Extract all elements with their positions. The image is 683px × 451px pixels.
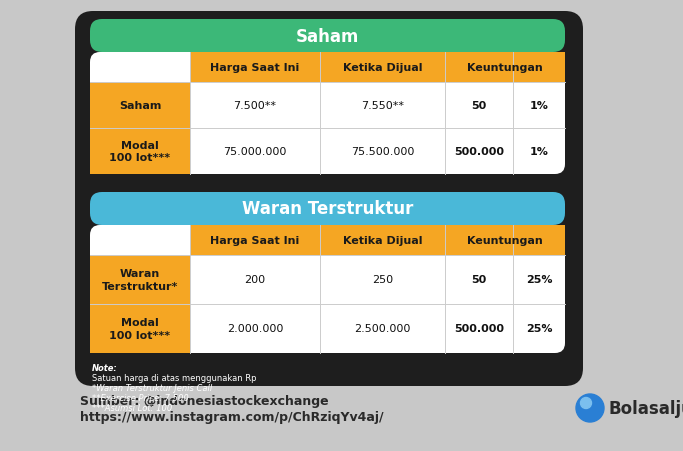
Text: 250: 250	[372, 275, 393, 285]
Text: Ketika Dijual: Ketika Dijual	[343, 235, 422, 245]
FancyBboxPatch shape	[90, 53, 565, 175]
Text: Modal
100 lot***: Modal 100 lot***	[109, 141, 171, 163]
Text: 75.500.000: 75.500.000	[351, 147, 414, 156]
Text: 7.500**: 7.500**	[234, 101, 277, 111]
Text: Saham: Saham	[119, 101, 161, 111]
Text: Ketika Dijual: Ketika Dijual	[343, 63, 422, 73]
FancyBboxPatch shape	[90, 20, 565, 53]
Text: Harga Saat Ini: Harga Saat Ini	[210, 235, 300, 245]
Text: 50: 50	[471, 275, 486, 285]
Bar	[320, 226, 445, 255]
Text: 50: 50	[471, 101, 486, 111]
Text: 2.000.000: 2.000.000	[227, 324, 283, 334]
Bar	[445, 53, 513, 83]
Bar	[320, 53, 445, 83]
Bar	[90, 129, 190, 175]
Bar	[90, 83, 190, 129]
Text: *Waran Terstruktur Jenis Call: *Waran Terstruktur Jenis Call	[92, 383, 212, 392]
Bar	[513, 226, 565, 255]
Text: 1%: 1%	[529, 101, 548, 111]
Text: 1%: 1%	[529, 147, 548, 156]
Circle shape	[581, 398, 591, 409]
Text: Note:: Note:	[92, 363, 117, 372]
Bar	[513, 53, 565, 83]
Text: 500.000: 500.000	[454, 147, 504, 156]
Text: **Exercise Price: 7.500: **Exercise Price: 7.500	[92, 393, 189, 402]
Bar	[445, 226, 513, 255]
Text: Waran Terstruktur: Waran Terstruktur	[242, 200, 413, 218]
FancyBboxPatch shape	[90, 226, 565, 353]
Text: Sumber: @indonesiastockexchange: Sumber: @indonesiastockexchange	[80, 394, 329, 407]
FancyBboxPatch shape	[75, 12, 583, 386]
Text: 2.500.000: 2.500.000	[354, 324, 410, 334]
Text: https://www.instagram.com/p/ChRziqYv4aj/: https://www.instagram.com/p/ChRziqYv4aj/	[80, 410, 384, 423]
Text: Saham: Saham	[296, 28, 359, 46]
Circle shape	[576, 394, 604, 422]
Bar	[90, 255, 190, 304]
Text: 25%: 25%	[526, 275, 553, 285]
Text: Keuntungan: Keuntungan	[467, 235, 543, 245]
FancyBboxPatch shape	[90, 193, 565, 226]
Text: Bolasalju: Bolasalju	[608, 399, 683, 417]
Bar	[90, 304, 190, 353]
Text: 75.000.000: 75.000.000	[223, 147, 287, 156]
Bar	[190, 53, 320, 83]
Text: 200: 200	[245, 275, 266, 285]
Text: Keuntungan: Keuntungan	[467, 63, 543, 73]
Text: Satuan harga di atas menggunakan Rp: Satuan harga di atas menggunakan Rp	[92, 373, 257, 382]
Text: ***Asumsi Lot: 100: ***Asumsi Lot: 100	[92, 403, 172, 412]
Text: 7.550**: 7.550**	[361, 101, 404, 111]
Text: Waran
Terstruktur*: Waran Terstruktur*	[102, 269, 178, 291]
Text: Modal
100 lot***: Modal 100 lot***	[109, 318, 171, 340]
Bar	[190, 226, 320, 255]
Text: 25%: 25%	[526, 324, 553, 334]
Text: Harga Saat Ini: Harga Saat Ini	[210, 63, 300, 73]
Text: 500.000: 500.000	[454, 324, 504, 334]
